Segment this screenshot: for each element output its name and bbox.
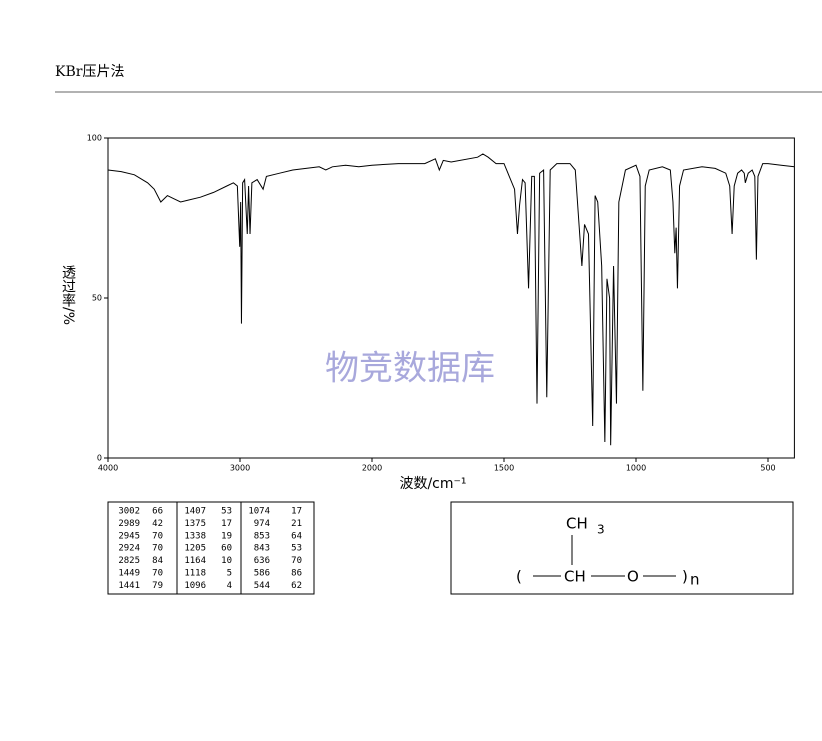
peak-transmittance: 70 (152, 531, 163, 541)
peak-wavenumber: 853 (254, 531, 270, 541)
y-tick-label: 100 (87, 134, 102, 143)
peak-wavenumber: 3002 (118, 507, 140, 517)
y-axis-label: 透过率/% (60, 265, 76, 325)
peak-transmittance: 53 (291, 544, 302, 554)
peak-transmittance: 66 (152, 507, 163, 517)
x-axis-label: 波数/cm⁻¹ (399, 476, 466, 492)
x-tick-label: 500 (760, 464, 775, 473)
structure: CH 3 ( CH O ) n (516, 515, 700, 589)
structure-text: CH (566, 515, 588, 533)
peak-wavenumber: 974 (254, 519, 270, 529)
structure-text: CH (564, 568, 586, 586)
y-tick-label: 50 (92, 294, 102, 303)
peak-wavenumber: 2924 (118, 544, 140, 554)
peak-wavenumber: 1407 (184, 507, 206, 517)
peak-wavenumber: 1441 (118, 581, 140, 591)
structure-text: 3 (597, 523, 605, 537)
peak-wavenumber: 1074 (248, 507, 270, 517)
peak-wavenumber: 586 (254, 569, 270, 579)
peak-wavenumber: 1164 (184, 556, 206, 566)
peak-wavenumber: 843 (254, 544, 270, 554)
structure-text: ) (682, 568, 688, 586)
structure-text: n (690, 571, 700, 589)
peak-wavenumber: 1096 (184, 581, 206, 591)
peak-table-box (107, 501, 315, 595)
peak-transmittance: 70 (291, 556, 302, 566)
peak-transmittance: 21 (291, 519, 302, 529)
x-tick-label: 4000 (98, 464, 118, 473)
peak-wavenumber: 1118 (184, 569, 206, 579)
peak-transmittance: 70 (152, 544, 163, 554)
peak-wavenumber: 1449 (118, 569, 140, 579)
peak-wavenumber: 1205 (184, 544, 206, 554)
x-tick-label: 2000 (362, 464, 382, 473)
peak-wavenumber: 2945 (118, 531, 140, 541)
structure-text: O (627, 568, 639, 586)
x-tick-label: 1500 (494, 464, 514, 473)
spectrum-line (107, 153, 795, 446)
x-tick-label: 3000 (230, 464, 250, 473)
peak-transmittance: 4 (227, 581, 232, 591)
peak-transmittance: 19 (221, 531, 232, 541)
peak-wavenumber: 1375 (184, 519, 206, 529)
peak-transmittance: 70 (152, 569, 163, 579)
peak-transmittance: 86 (291, 569, 302, 579)
peak-transmittance: 53 (221, 507, 232, 517)
x-tick-label: 1000 (626, 464, 646, 473)
peak-transmittance: 79 (152, 581, 163, 591)
peak-transmittance: 84 (152, 556, 163, 566)
peak-transmittance: 17 (221, 519, 232, 529)
peak-wavenumber: 2989 (118, 519, 140, 529)
header-title: KBr压片法 (55, 64, 124, 80)
plot-frame (107, 137, 795, 459)
peak-wavenumber: 636 (254, 556, 270, 566)
peak-transmittance: 5 (227, 569, 232, 579)
peak-transmittance: 64 (291, 531, 302, 541)
peak-transmittance: 62 (291, 581, 302, 591)
peak-transmittance: 17 (291, 507, 302, 517)
peak-transmittance: 60 (221, 544, 232, 554)
peak-transmittance: 42 (152, 519, 163, 529)
peak-wavenumber: 544 (254, 581, 270, 591)
watermark: 物竞数据库 (325, 349, 495, 389)
peak-transmittance: 10 (221, 556, 232, 566)
structure-box (450, 501, 794, 595)
structure-text: ( (516, 568, 522, 586)
y-tick-label: 0 (97, 454, 102, 463)
peak-wavenumber: 2825 (118, 556, 140, 566)
peak-wavenumber: 1338 (184, 531, 206, 541)
